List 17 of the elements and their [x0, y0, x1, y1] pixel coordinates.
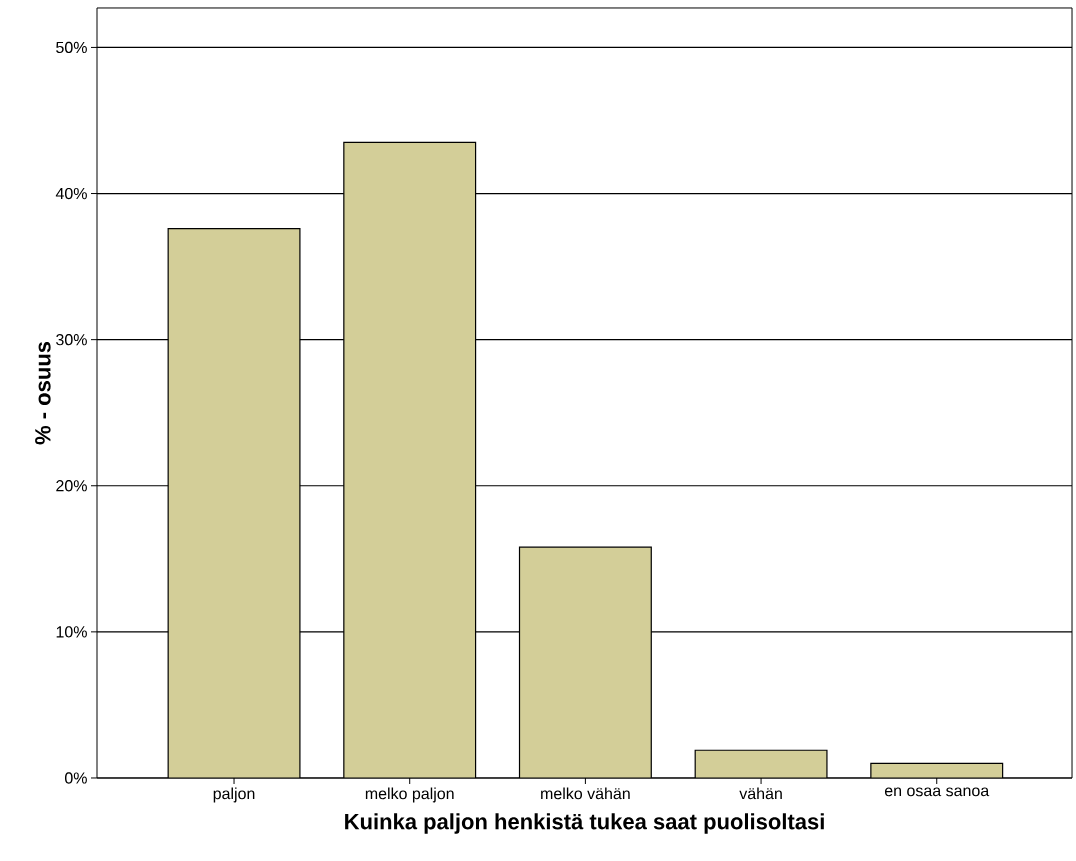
- y-tick-label: 0%: [64, 772, 87, 784]
- y-axis-title: % - osuus: [35, 341, 51, 445]
- y-tick-label: 30%: [56, 333, 87, 346]
- x-tick-label: paljon: [213, 787, 255, 803]
- bar: [518, 546, 652, 778]
- bar: [343, 141, 477, 778]
- bar: [167, 228, 301, 778]
- x-tick-label: melko vähän: [541, 787, 630, 800]
- y-tick-label: 20%: [56, 480, 87, 492]
- x-tick-label: melko paljon: [365, 787, 454, 803]
- x-tick-label: en osaa sanoa: [884, 787, 990, 797]
- y-tick-label: 40%: [55, 187, 87, 200]
- y-tick-label: 10%: [56, 626, 87, 638]
- y-tick-label: 50%: [56, 41, 87, 54]
- bar: [694, 749, 828, 778]
- x-axis-title: Kuinka paljon henkistä tukea saat puolisoltasi: [345, 813, 824, 834]
- x-tick-label: vähän: [739, 787, 782, 800]
